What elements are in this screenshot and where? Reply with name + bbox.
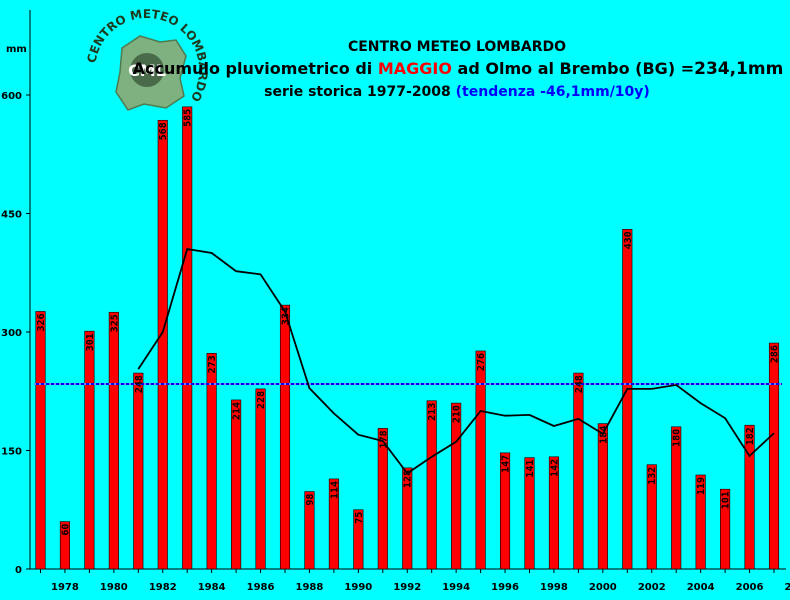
bar-value-label: 301 [85, 333, 96, 351]
series-text: serie storica 1977-2008 [264, 84, 455, 100]
x-tick-label: 1992 [393, 582, 421, 593]
bar [255, 388, 266, 570]
bar-value-label: 184 [598, 426, 609, 444]
bar-value-label: 180 [672, 429, 683, 447]
x-tick-label: 1984 [198, 582, 226, 593]
bar-value-label: 132 [647, 467, 658, 485]
bar-value-labels: 326 60 301 325 248 568 585 273 214 228 334 98 114 75 1… [36, 109, 781, 536]
chart-series-line: serie storica 1977-2008 (tendenza -46,1m… [264, 84, 650, 100]
bar-value-label: 568 [158, 122, 169, 140]
x-tick-label: 2004 [687, 582, 715, 593]
bar-value-label: 119 [696, 477, 707, 495]
bar-value-label: 585 [183, 109, 194, 127]
bar [597, 423, 608, 570]
bar-value-label: 147 [501, 455, 512, 473]
x-tick-label: 1988 [296, 582, 324, 593]
y-tick-label: 450 [1, 210, 22, 221]
y-tick-label: 300 [1, 328, 22, 339]
y-axis-unit-label: mm [6, 44, 27, 55]
x-tick-label: 2008 [785, 582, 790, 593]
axis-ticks: 0 150 300 450 600 1978 1980 1982 1984 1986 1988 199… [1, 91, 790, 593]
bar-series [35, 106, 780, 570]
bar-value-label: 214 [232, 402, 243, 420]
bar [108, 311, 119, 570]
moving-average-path [137, 247, 775, 475]
bar-value-label: 114 [329, 481, 340, 499]
subtitle-prefix: Accumulo pluviometrico di [133, 59, 378, 78]
bar-value-label: 248 [574, 375, 585, 393]
bar-value-label: 75 [354, 512, 365, 524]
bar-value-label: 98 [305, 494, 316, 506]
bar-value-label: 228 [256, 391, 267, 409]
y-tick-label: 150 [1, 447, 22, 458]
bar [744, 424, 755, 570]
bar [206, 353, 217, 570]
bar-value-label: 286 [770, 345, 781, 363]
trend-text: (tendenza -46,1mm/10y) [456, 84, 650, 100]
x-tick-label: 2006 [736, 582, 764, 593]
bar [451, 402, 462, 570]
bar [133, 372, 144, 570]
subtitle-total: 234,1mm [694, 59, 783, 79]
bar-value-label: 273 [207, 355, 218, 373]
bar-value-label: 276 [476, 353, 487, 371]
bar-value-label: 210 [452, 405, 463, 423]
moving-average-line [137, 247, 775, 475]
y-tick-label: 0 [15, 565, 22, 576]
bar-value-label: 248 [134, 375, 145, 393]
bar-value-label: 326 [36, 313, 47, 331]
x-tick-label: 2002 [638, 582, 666, 593]
bar [426, 400, 437, 570]
subtitle-month: MAGGIO [378, 59, 452, 78]
x-tick-label: 1978 [51, 582, 79, 593]
bar [84, 330, 95, 570]
bar-value-label: 141 [525, 460, 536, 478]
bar-value-label: 430 [623, 231, 634, 249]
x-tick-label: 2000 [589, 582, 617, 593]
chart-title: CENTRO METEO LOMBARDO [348, 39, 566, 55]
bar [377, 428, 388, 570]
bar-value-label: 101 [721, 491, 732, 509]
bar-value-label: 182 [745, 427, 756, 445]
logo-badge [130, 53, 164, 87]
x-tick-label: 1982 [149, 582, 177, 593]
x-tick-label: 1994 [442, 582, 470, 593]
chart-subtitle: Accumulo pluviometrico di MAGGIO ad Olmo… [133, 59, 784, 79]
bar [182, 106, 193, 570]
logo-initials: CML [128, 61, 166, 80]
x-tick-label: 1986 [247, 582, 275, 593]
bar [35, 311, 46, 570]
x-tick-label: 1980 [100, 582, 128, 593]
bar [768, 342, 780, 570]
y-tick-label: 600 [1, 91, 22, 102]
subtitle-middle: ad Olmo al Brembo (BG) = [452, 59, 694, 78]
bar-value-label: 128 [403, 470, 414, 488]
bar-value-label: 142 [549, 459, 560, 477]
bar-value-label: 325 [109, 314, 120, 332]
bar-value-label: 334 [281, 307, 292, 325]
bar [573, 372, 584, 570]
x-tick-label: 1990 [344, 582, 372, 593]
bar [157, 119, 168, 570]
bar-value-label: 178 [378, 430, 389, 448]
x-tick-label: 1996 [491, 582, 519, 593]
bar-value-label: 60 [60, 524, 71, 536]
bar [622, 229, 633, 570]
x-tick-label: 1998 [540, 582, 568, 593]
bar-value-label: 213 [427, 403, 438, 421]
bar [279, 304, 291, 570]
bar [671, 426, 682, 570]
bar [231, 399, 242, 570]
